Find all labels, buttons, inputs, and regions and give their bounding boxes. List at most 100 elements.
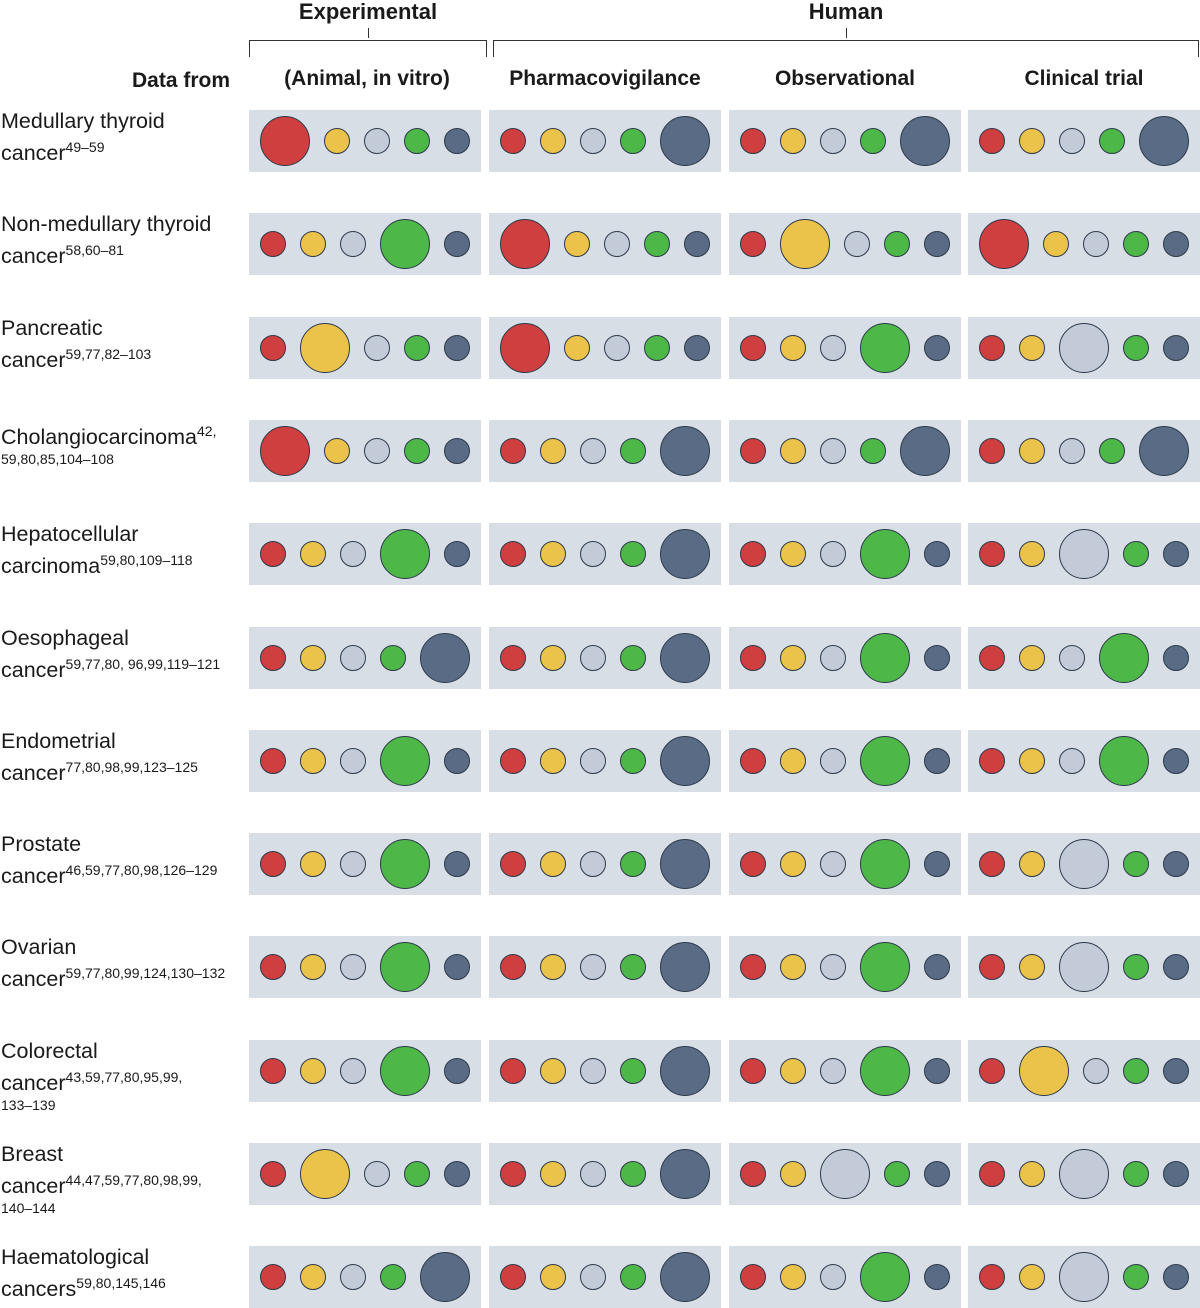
green-dot xyxy=(884,231,910,257)
row-label-name-line2: cancer xyxy=(1,141,66,166)
green-dot xyxy=(620,645,646,671)
green-dot-large xyxy=(380,839,430,889)
row-label-refs: 42, xyxy=(197,423,217,439)
yellow-dot xyxy=(540,541,566,567)
yellow-dot xyxy=(540,128,566,154)
green-dot xyxy=(404,128,430,154)
group-experimental: Experimental xyxy=(298,0,438,24)
cell-experimental xyxy=(249,523,481,585)
red-dot-large xyxy=(260,116,310,166)
yellow-dot xyxy=(540,645,566,671)
blue-dot-large xyxy=(900,426,950,476)
cell-experimental xyxy=(249,730,481,792)
yellow-dot xyxy=(1019,1264,1045,1290)
row-label-refs: 59,80,109–118 xyxy=(100,552,193,568)
green-dot xyxy=(644,335,670,361)
grey-dot-large xyxy=(1059,529,1109,579)
column-header-experimental: (Animal, in vitro) xyxy=(284,67,450,90)
row-label-refs: 44,47,59,77,80,98,99, xyxy=(65,1172,202,1188)
row-label-name: Hepatocellular xyxy=(1,522,139,546)
cell-experimental xyxy=(249,420,481,482)
red-dot xyxy=(260,335,286,361)
red-dot xyxy=(979,1264,1005,1290)
green-dot xyxy=(620,851,646,877)
grey-dot xyxy=(340,851,366,877)
yellow-dot xyxy=(300,1264,326,1290)
cell-pharmacovigilance xyxy=(489,523,721,585)
red-dot xyxy=(500,954,526,980)
red-dot-large xyxy=(260,426,310,476)
blue-dot xyxy=(1163,748,1189,774)
cell-clinical-trial xyxy=(968,833,1200,895)
blue-dot xyxy=(924,645,950,671)
green-dot xyxy=(380,645,406,671)
yellow-dot xyxy=(780,748,806,774)
grey-dot-large xyxy=(1059,1149,1109,1199)
grey-dot xyxy=(580,1058,606,1084)
cell-experimental xyxy=(249,1246,481,1308)
grey-dot xyxy=(364,335,390,361)
red-dot xyxy=(260,1058,286,1084)
yellow-dot xyxy=(1019,954,1045,980)
blue-dot-large xyxy=(1139,116,1189,166)
red-dot xyxy=(979,645,1005,671)
red-dot xyxy=(740,748,766,774)
grey-dot xyxy=(844,231,870,257)
green-dot-large xyxy=(380,219,430,269)
blue-dot xyxy=(1163,954,1189,980)
row-label-name-line2: cancer xyxy=(1,761,66,786)
grey-dot xyxy=(340,1058,366,1084)
grey-dot xyxy=(364,128,390,154)
red-dot xyxy=(740,335,766,361)
row-label-name-line2: cancer xyxy=(1,1071,66,1096)
blue-dot-large xyxy=(900,116,950,166)
blue-dot xyxy=(444,1161,470,1187)
red-dot xyxy=(500,438,526,464)
yellow-dot xyxy=(780,645,806,671)
green-dot-large xyxy=(380,1046,430,1096)
green-dot xyxy=(644,231,670,257)
cell-experimental xyxy=(249,110,481,172)
green-dot xyxy=(380,1264,406,1290)
row-label: Hepatocellular carcinoma59,80,109–118 xyxy=(1,521,193,579)
cell-pharmacovigilance xyxy=(489,1246,721,1308)
row-label-name: Ovarian xyxy=(1,935,77,959)
grey-dot xyxy=(820,335,846,361)
grey-dot xyxy=(820,128,846,154)
blue-dot xyxy=(684,231,710,257)
yellow-dot xyxy=(780,851,806,877)
grey-dot xyxy=(340,231,366,257)
red-dot xyxy=(979,1058,1005,1084)
red-dot xyxy=(979,851,1005,877)
grey-dot xyxy=(820,1264,846,1290)
green-dot xyxy=(620,128,646,154)
row-label-refs: 59,77,80,99,124,130–132 xyxy=(65,965,226,981)
red-dot xyxy=(260,748,286,774)
yellow-dot xyxy=(564,231,590,257)
yellow-dot xyxy=(300,851,326,877)
row-label-name: Cholangiocarcinoma xyxy=(1,425,197,450)
green-dot-large xyxy=(860,529,910,579)
cell-experimental xyxy=(249,627,481,689)
cell-experimental xyxy=(249,317,481,379)
row-label: Colorectal cancer43,59,77,80,95,99, 133–13… xyxy=(1,1038,182,1114)
red-dot xyxy=(260,645,286,671)
blue-dot-large xyxy=(660,633,710,683)
grey-dot xyxy=(820,851,846,877)
cell-pharmacovigilance xyxy=(489,420,721,482)
row-label-refs: 77,80,98,99,123–125 xyxy=(65,759,198,775)
grey-dot xyxy=(340,1264,366,1290)
yellow-dot xyxy=(540,438,566,464)
row-label-name: Medullary thyroid xyxy=(1,109,165,133)
green-dot-large xyxy=(380,736,430,786)
green-dot xyxy=(620,1161,646,1187)
column-header-observational: Observational xyxy=(774,67,916,90)
yellow-dot xyxy=(540,1161,566,1187)
green-dot-large xyxy=(860,323,910,373)
row-label-refs-line2: 59,80,85,104–108 xyxy=(1,451,114,468)
cell-observational xyxy=(729,730,961,792)
yellow-dot xyxy=(300,954,326,980)
row-label-refs: 43,59,77,80,95,99, xyxy=(65,1069,183,1085)
grey-dot-large xyxy=(1059,1252,1109,1302)
green-dot-large xyxy=(380,942,430,992)
